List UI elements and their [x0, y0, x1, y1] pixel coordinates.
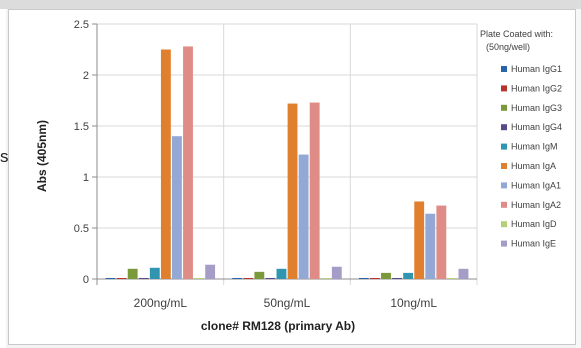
bar — [243, 277, 254, 279]
bar — [183, 46, 193, 279]
y-tick-labels: 0 0.5 1 1.5 2 2.5 — [74, 19, 89, 286]
bar — [381, 272, 391, 279]
bar — [138, 277, 149, 279]
legend-swatch — [501, 163, 507, 169]
bar — [392, 277, 402, 279]
bar — [458, 268, 469, 279]
bar — [298, 154, 309, 279]
bar — [370, 277, 380, 279]
legend-label: Human IgG2 — [511, 83, 562, 93]
bar — [320, 277, 331, 279]
bar — [172, 136, 182, 279]
y-tick-label: 2.5 — [74, 19, 89, 31]
legend-swatch — [501, 182, 507, 189]
bar — [309, 102, 320, 279]
legend-label: Human IgA2 — [511, 200, 561, 210]
legend-label: Human IgD — [511, 219, 557, 229]
y-tick-label: 0 — [83, 274, 89, 286]
bar — [331, 266, 342, 279]
bar — [358, 277, 369, 279]
x-tick-label: 200ng/mL — [134, 296, 188, 310]
y-tick-label: 1.5 — [74, 121, 89, 133]
x-tick-label: 50ng/mL — [264, 296, 311, 310]
bar — [265, 277, 276, 279]
chart-frame: 0 0.5 1 1.5 2 2.5 200ng/mL 50ng/mL 10ng/mL Abs … — [8, 9, 576, 345]
y-tick-label: 2 — [83, 70, 89, 82]
x-tick-labels: 200ng/mL 50ng/mL 10ng/mL — [134, 296, 438, 310]
y-tick-label: 0.5 — [74, 223, 89, 235]
legend-label: Human IgE — [511, 239, 556, 249]
legend-swatch — [501, 240, 507, 247]
bars — [105, 46, 469, 279]
bar — [276, 268, 287, 279]
right-border-strip — [576, 9, 581, 348]
bar — [149, 267, 160, 279]
x-axis-title: clone# RM128 (primary Ab) — [201, 319, 355, 333]
legend-title-line-2: (50ng/well) — [486, 42, 530, 52]
legend-label: Human IgA1 — [511, 180, 561, 190]
top-border-strip — [0, 0, 581, 9]
bar — [403, 272, 414, 279]
y-axis-title: Abs (405nm) — [35, 120, 49, 192]
legend-label: Human IgM — [511, 142, 558, 152]
bar — [116, 277, 127, 279]
x-tick-label: 10ng/mL — [390, 296, 437, 310]
legend-swatch — [501, 221, 507, 228]
bar — [205, 264, 216, 279]
legend-swatch — [501, 124, 507, 131]
stray-text-fragment: s — [0, 147, 8, 166]
bar — [194, 277, 204, 279]
bar — [287, 103, 298, 279]
legend-label: Human IgG3 — [511, 103, 562, 113]
legend-swatch — [501, 104, 507, 111]
left-border-strip — [0, 9, 6, 348]
legend-label: Human IgG1 — [511, 64, 562, 74]
legend-swatch — [501, 85, 507, 92]
bar — [254, 271, 265, 279]
gridlines — [97, 23, 478, 285]
bar — [436, 205, 447, 279]
bar — [414, 201, 425, 279]
bar — [447, 277, 458, 279]
bar — [232, 277, 243, 279]
legend-swatch — [501, 143, 507, 150]
bar — [160, 49, 171, 279]
legend-title-line-1: Plate Coated with: — [480, 29, 553, 39]
legend: Plate Coated with: (50ng/well) Human IgG… — [480, 29, 562, 249]
bar — [105, 277, 116, 279]
legend-swatch — [501, 201, 507, 208]
legend-label: Human IgG4 — [511, 122, 562, 132]
bar-chart: 0 0.5 1 1.5 2 2.5 200ng/mL 50ng/mL 10ng/mL Abs … — [35, 19, 562, 333]
bar — [127, 268, 138, 279]
bar — [425, 213, 436, 279]
legend-swatch — [501, 66, 507, 72]
y-tick-label: 1 — [83, 172, 89, 184]
legend-label: Human IgA — [511, 161, 556, 171]
